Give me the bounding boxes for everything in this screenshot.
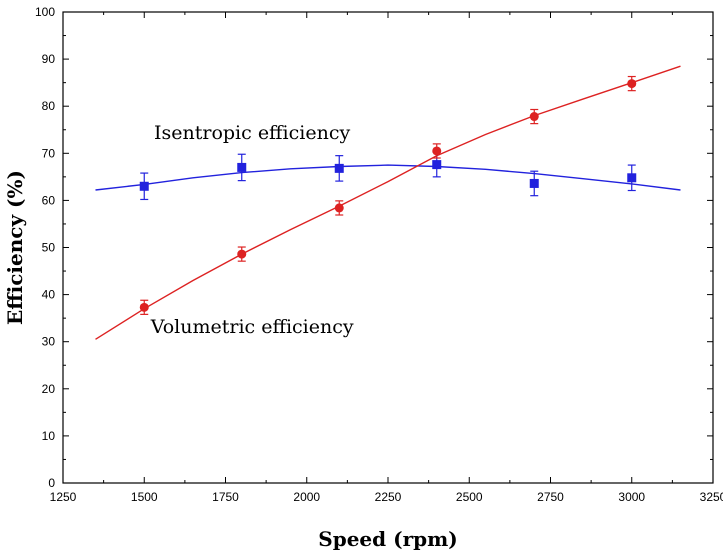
x-tick-label: 1500 [131, 490, 158, 504]
y-tick-label: 60 [42, 193, 56, 207]
data-point-volumetric-efficiency [627, 79, 637, 89]
y-tick-label: 50 [42, 241, 56, 255]
x-tick-label: 1250 [50, 490, 77, 504]
data-point-volumetric-efficiency [139, 302, 149, 312]
y-tick-label: 20 [42, 382, 56, 396]
annotation-isentropic-efficiency: Isentropic efficiency [154, 122, 350, 144]
x-tick-label: 2000 [293, 490, 320, 504]
x-tick-label: 1750 [212, 490, 239, 504]
y-tick-label: 10 [42, 429, 56, 443]
x-tick-label: 3000 [618, 490, 645, 504]
fit-line-isentropic-efficiency [95, 164, 681, 191]
data-point-isentropic-efficiency [237, 162, 247, 172]
data-point-isentropic-efficiency [432, 160, 442, 170]
data-point-isentropic-efficiency [529, 178, 539, 188]
data-point-isentropic-efficiency [627, 173, 637, 183]
data-point-isentropic-efficiency [334, 163, 344, 173]
data-point-volumetric-efficiency [237, 249, 247, 259]
data-point-volumetric-efficiency [334, 203, 344, 213]
x-axis-title: Speed (rpm) [318, 527, 457, 551]
y-tick-label: 30 [42, 335, 56, 349]
y-tick-label: 40 [42, 288, 56, 302]
plot-frame [62, 11, 714, 484]
annotation-volumetric-efficiency: Volumetric efficiency [150, 316, 354, 338]
y-tick-label: 100 [35, 5, 55, 19]
fit-curves [95, 65, 681, 340]
x-tick-label: 2250 [375, 490, 402, 504]
data-point-volumetric-efficiency [432, 146, 442, 156]
x-tick-label: 2750 [537, 490, 564, 504]
data-point-volumetric-efficiency [529, 112, 539, 122]
fit-line-volumetric-efficiency [95, 65, 681, 340]
y-axis-title: Efficiency (%) [3, 170, 27, 325]
labels: Speed (rpm) Efficiency (%) Isentropic effi… [3, 122, 458, 551]
y-tick-label: 70 [42, 146, 56, 160]
y-tick-label: 80 [42, 99, 56, 113]
data-point-isentropic-efficiency [139, 181, 149, 191]
data-points [139, 75, 637, 315]
y-tick-label: 0 [48, 476, 55, 490]
y-tick-label: 90 [42, 52, 56, 66]
x-tick-label: 2500 [456, 490, 483, 504]
